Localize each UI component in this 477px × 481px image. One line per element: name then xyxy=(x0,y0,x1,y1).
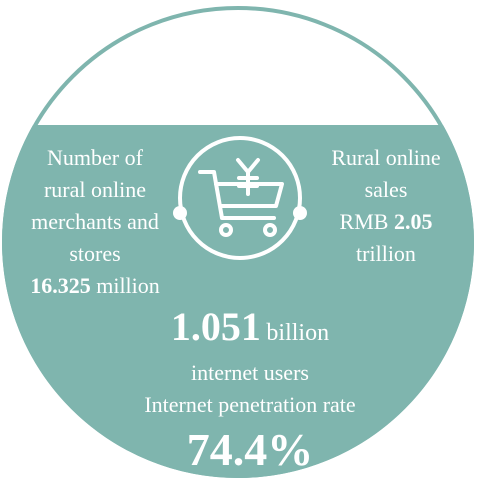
right-text: sales xyxy=(365,177,408,202)
center-stat: 1.051 billion xyxy=(171,304,329,349)
cart-icon xyxy=(178,136,302,260)
dot xyxy=(173,206,187,220)
left-text: rural online xyxy=(44,177,146,202)
rate: 74.4% xyxy=(187,424,314,475)
circle-fill xyxy=(2,125,474,478)
right-text: Rural online xyxy=(331,145,440,170)
left-text: merchants and xyxy=(31,209,159,234)
right-value: 2.05 xyxy=(394,209,433,234)
right-stat: RMB 2.05 xyxy=(340,209,433,234)
left-text: stores xyxy=(69,241,120,266)
left-unit: million xyxy=(96,273,160,298)
center-value: 1.051 xyxy=(171,304,261,349)
center-text: Internet penetration rate xyxy=(144,392,355,417)
left-text: Number of xyxy=(47,145,144,170)
dot xyxy=(293,206,307,220)
left-stat: 16.325 million xyxy=(30,273,160,298)
right-unit: trillion xyxy=(356,241,416,266)
left-value: 16.325 xyxy=(30,273,91,298)
center-text: internet users xyxy=(191,360,309,385)
center-unit: billion xyxy=(266,320,329,346)
right-prefix: RMB xyxy=(340,209,389,234)
